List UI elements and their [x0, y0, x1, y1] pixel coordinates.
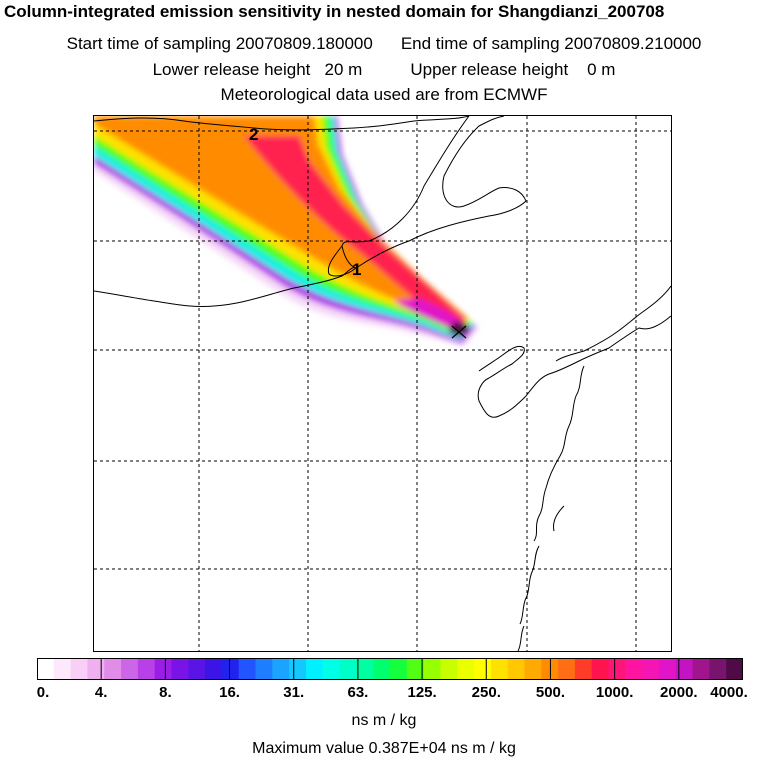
colorbar-tick-label: 8. [159, 684, 172, 701]
map-panel: 2 1 [93, 115, 672, 652]
colorbar-swatch [541, 658, 559, 680]
colorbar-tick-label: 63. [347, 684, 369, 701]
colorbar-swatch [692, 658, 710, 680]
colorbar-swatch [440, 658, 458, 680]
colorbar-tick-label: 1000. [595, 684, 634, 701]
colorbar-tick-label: 500. [535, 684, 566, 701]
colorbar-swatch [205, 658, 223, 680]
colorbar-swatch [322, 658, 341, 680]
colorbar-swatch [87, 658, 105, 680]
plume-band-orange [94, 116, 468, 328]
colorbar-swatch [390, 658, 408, 680]
colorbar-swatch [188, 658, 206, 680]
colorbar-swatch [524, 658, 542, 680]
colorbar-swatch [625, 658, 643, 680]
receptor-cross-icon [451, 325, 467, 339]
colorbar-swatch [255, 658, 273, 680]
colorbar-swatch [709, 658, 727, 680]
colorbar-swatch [356, 658, 374, 680]
map-title: Column-integrated emission sensitivity i… [4, 2, 665, 21]
end-time-label: End time of sampling 20070809.210000 [400, 34, 702, 53]
colorbar-swatch [272, 658, 290, 680]
emission-plume [94, 116, 479, 346]
colorbar-tick-label: 16. [219, 684, 240, 701]
colorbar-swatch [339, 658, 357, 680]
colorbar-swatch [221, 658, 240, 680]
marker-label-2: 2 [249, 125, 258, 144]
colorbar-swatch [642, 658, 660, 680]
plume-core [449, 322, 469, 336]
marker-label-1: 1 [352, 260, 361, 279]
colorbar-swatch [490, 658, 509, 680]
lower-release-label: Lower release height 20 m [152, 60, 363, 79]
colorbar-tick-label: 4000. [710, 684, 748, 701]
grid-lines [94, 116, 671, 651]
colorbar-swatch [406, 658, 425, 680]
colorbar-tick-label: 0. [36, 684, 50, 701]
met-data-label: Meteorological data used are from ECMWF [220, 85, 548, 104]
trajectory-markers: 2 1 [249, 125, 467, 339]
colorbar-swatch [104, 658, 122, 680]
colorbar-swatch [289, 658, 307, 680]
maximum-value-label: Maximum value 0.387E+04 ns m / kg [252, 740, 516, 757]
colorbar-swatch [574, 658, 593, 680]
colorbar-swatch [675, 658, 694, 680]
colorbar-swatch [591, 658, 610, 680]
colorbar-swatch [558, 658, 576, 680]
colorbar-swatch [121, 658, 139, 680]
colorbar-swatch [305, 658, 324, 680]
colorbar-swatch [507, 658, 525, 680]
coastlines [94, 116, 671, 651]
sampling-times: Start time of sampling 20070809.180000 En… [0, 34, 768, 54]
colorbar-swatch [37, 658, 55, 680]
upper-release-label: Upper release height 0 m [410, 60, 616, 79]
colorbar-tick-label: 31. [283, 684, 305, 701]
colorbar [37, 658, 743, 680]
colorbar-swatch [154, 658, 172, 680]
plume-band-red [244, 136, 466, 328]
colorbar-swatch [171, 658, 189, 680]
colorbar-swatch [608, 658, 626, 680]
colorbar-swatch [53, 658, 72, 680]
colorbar-units: ns m / kg [351, 712, 417, 729]
colorbar-swatch [137, 658, 156, 680]
colorbar-tick-label: 4. [94, 684, 108, 701]
colorbar-swatch [70, 658, 88, 680]
colorbar-swatch [658, 658, 677, 680]
start-time-label: Start time of sampling 20070809.180000 [66, 34, 373, 53]
colorbar-swatch [726, 658, 743, 680]
colorbar-swatch [423, 658, 441, 680]
colorbar-swatch [457, 658, 475, 680]
release-heights: Lower release height 20 m Upper release h… [0, 60, 768, 80]
colorbar-tick-label: 250. [471, 684, 501, 701]
map-svg: 2 1 [94, 116, 671, 651]
colorbar-tick-label: 2000. [660, 684, 698, 701]
colorbar-swatch [373, 658, 391, 680]
colorbar-swatch [238, 658, 257, 680]
colorbar-tick-label: 125. [407, 684, 437, 701]
plume-band-magenta [394, 298, 469, 334]
colorbar-swatch [474, 658, 492, 680]
colorbar-border [37, 658, 743, 680]
